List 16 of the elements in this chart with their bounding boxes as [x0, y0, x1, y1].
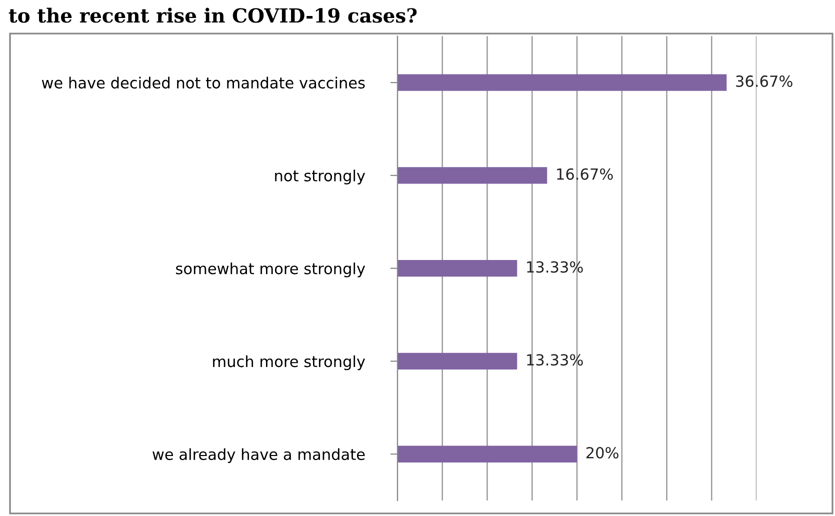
data-label: 13.33% — [527, 261, 583, 273]
y-tick-label: not strongly — [275, 170, 366, 184]
data-label: 20% — [586, 446, 618, 459]
text: to the recent rise in COVID-19 cases? — [8, 8, 417, 23]
bar — [397, 446, 577, 462]
bar — [397, 167, 548, 184]
bar — [397, 352, 518, 370]
y-tick-label: we already have a mandate — [152, 448, 365, 464]
y-tick-label: somewhat more strongly — [176, 262, 366, 278]
y-tick-label: much more strongly — [213, 355, 366, 370]
data-label: 36.67% — [736, 75, 792, 87]
data-label: 16.67% — [557, 168, 613, 180]
bar — [397, 260, 518, 277]
bar — [397, 74, 727, 91]
y-tick-label: we have decided not to mandate vaccines — [42, 76, 365, 89]
data-label: 13.33% — [527, 354, 583, 366]
